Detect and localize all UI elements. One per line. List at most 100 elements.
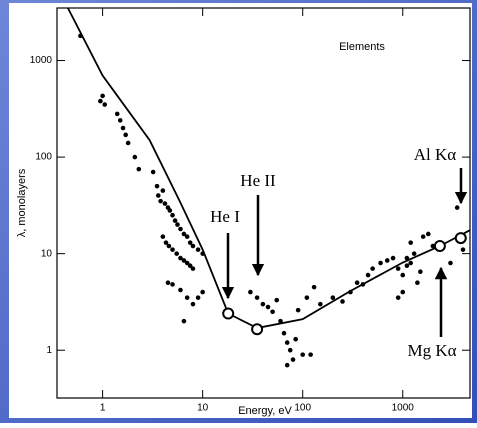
point — [360, 282, 366, 287]
point — [370, 266, 375, 271]
point — [265, 304, 271, 310]
annotation: He II — [240, 171, 276, 190]
point — [425, 231, 431, 237]
point — [284, 340, 290, 345]
annotation: He I — [210, 207, 240, 226]
point — [420, 234, 426, 239]
point — [178, 255, 183, 261]
point — [448, 260, 453, 266]
x-axis-label: Energy, eV — [238, 405, 292, 417]
plot-box — [56, 7, 471, 399]
x-tick-label: 10 — [197, 403, 209, 414]
y-axis-label: λ, monolayers — [16, 168, 28, 237]
point — [190, 301, 196, 307]
point — [408, 240, 413, 245]
x-tick-label: 100 — [294, 403, 311, 414]
point — [150, 169, 156, 175]
point — [330, 295, 336, 300]
point — [123, 132, 128, 138]
point — [365, 272, 371, 278]
point — [117, 118, 123, 123]
point — [340, 299, 345, 304]
annotation: Al Kα — [414, 145, 457, 164]
point — [311, 284, 317, 290]
open-marker — [222, 307, 235, 320]
point — [418, 269, 423, 275]
point — [170, 282, 175, 287]
point — [274, 297, 280, 303]
point — [100, 93, 105, 99]
point — [254, 295, 260, 300]
point — [154, 183, 160, 189]
point — [190, 266, 196, 271]
point — [155, 193, 161, 198]
point — [187, 263, 193, 269]
open-marker — [454, 232, 467, 245]
point — [125, 140, 131, 146]
x-tick-label: 1000 — [392, 403, 415, 414]
point — [184, 260, 190, 266]
x-tick-label: 1 — [100, 403, 106, 414]
point — [404, 263, 410, 269]
point — [284, 362, 290, 368]
point — [378, 260, 383, 266]
point — [78, 33, 83, 39]
point — [181, 231, 187, 237]
point — [181, 318, 187, 324]
curve — [67, 7, 471, 329]
point — [400, 289, 406, 295]
point — [248, 289, 253, 295]
point — [178, 226, 183, 232]
point — [270, 309, 275, 315]
y-tick-label: 1000 — [30, 55, 53, 66]
annotation: Mg Kα — [407, 341, 456, 360]
point — [200, 251, 205, 256]
point — [184, 234, 190, 239]
y-tick-label: 100 — [35, 152, 52, 163]
point — [200, 289, 205, 295]
annotation: Elements — [339, 41, 385, 53]
point — [408, 260, 413, 266]
point — [295, 307, 301, 313]
point — [354, 280, 360, 286]
point — [166, 243, 172, 249]
point — [181, 258, 187, 263]
point — [260, 301, 266, 307]
point — [281, 330, 287, 336]
point — [172, 218, 178, 223]
point — [290, 357, 296, 362]
point — [411, 251, 417, 256]
point — [170, 212, 175, 218]
point — [454, 205, 460, 210]
point — [384, 258, 390, 263]
point — [165, 280, 171, 286]
point — [167, 208, 173, 213]
point — [404, 255, 410, 261]
point — [395, 266, 401, 271]
panel — [9, 3, 472, 418]
point — [184, 295, 190, 300]
point — [160, 188, 166, 193]
point — [160, 234, 166, 239]
point — [163, 240, 169, 245]
point — [170, 247, 175, 252]
point — [102, 102, 108, 107]
point — [318, 301, 323, 307]
point — [300, 352, 306, 357]
point — [278, 318, 283, 324]
point — [400, 272, 406, 278]
point — [348, 289, 353, 295]
open-marker — [433, 240, 446, 253]
point — [195, 247, 201, 252]
point — [460, 247, 466, 252]
point — [308, 352, 313, 357]
point — [174, 251, 179, 256]
point — [304, 295, 310, 300]
point — [98, 98, 103, 104]
point — [190, 243, 196, 249]
point — [120, 125, 126, 131]
point — [195, 295, 201, 300]
point — [178, 287, 183, 293]
point — [158, 198, 163, 204]
